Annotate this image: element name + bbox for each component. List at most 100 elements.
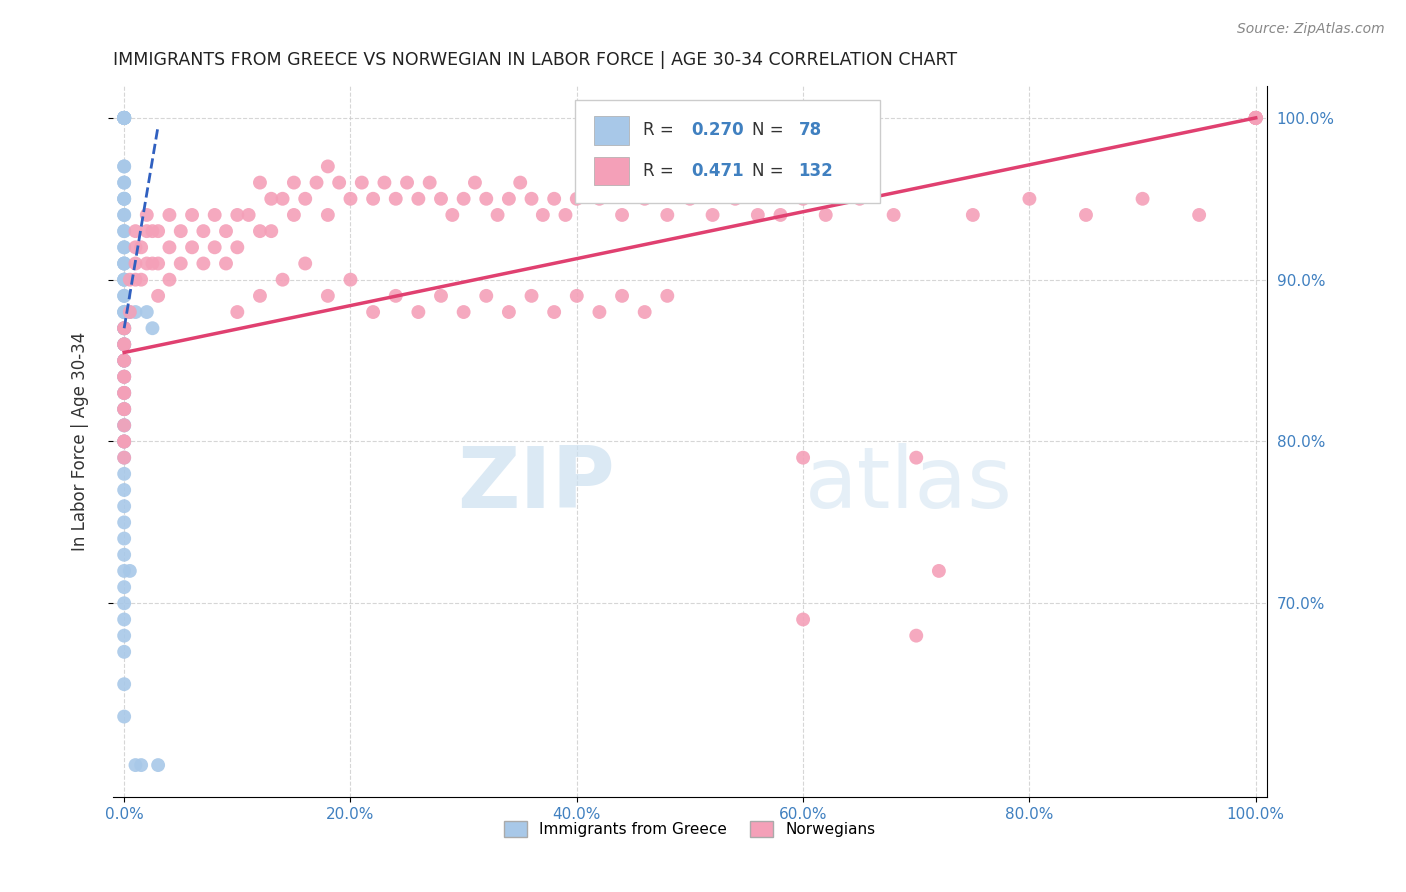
Point bbox=[565, 289, 588, 303]
Point bbox=[1244, 111, 1267, 125]
Point bbox=[543, 305, 565, 319]
Point bbox=[112, 418, 135, 433]
Point bbox=[361, 305, 384, 319]
Point bbox=[112, 273, 135, 287]
Text: Source: ZipAtlas.com: Source: ZipAtlas.com bbox=[1237, 22, 1385, 37]
Point bbox=[112, 369, 135, 384]
Point bbox=[124, 273, 146, 287]
Point bbox=[905, 450, 928, 465]
Point bbox=[396, 176, 419, 190]
Point bbox=[204, 240, 226, 254]
Point bbox=[112, 192, 135, 206]
Point bbox=[430, 289, 453, 303]
Point bbox=[112, 402, 135, 417]
Point bbox=[112, 386, 135, 401]
Point bbox=[565, 192, 588, 206]
Point bbox=[112, 321, 135, 335]
Point bbox=[657, 289, 679, 303]
Point bbox=[1188, 208, 1211, 222]
Y-axis label: In Labor Force | Age 30-34: In Labor Force | Age 30-34 bbox=[72, 332, 89, 551]
Point bbox=[112, 192, 135, 206]
Point bbox=[226, 208, 249, 222]
Point bbox=[204, 208, 226, 222]
Point bbox=[112, 709, 135, 723]
Point bbox=[118, 564, 141, 578]
Point bbox=[112, 240, 135, 254]
Point bbox=[112, 353, 135, 368]
Point bbox=[112, 386, 135, 401]
Point bbox=[112, 612, 135, 626]
Point bbox=[283, 208, 305, 222]
Point bbox=[129, 240, 152, 254]
Point bbox=[112, 224, 135, 238]
Point bbox=[112, 111, 135, 125]
Legend: Immigrants from Greece, Norwegians: Immigrants from Greece, Norwegians bbox=[498, 815, 882, 843]
Point bbox=[361, 192, 384, 206]
Point bbox=[112, 256, 135, 270]
Point bbox=[112, 321, 135, 335]
Point bbox=[226, 240, 249, 254]
Point bbox=[588, 192, 610, 206]
Point bbox=[129, 273, 152, 287]
Point bbox=[249, 289, 271, 303]
Point bbox=[112, 450, 135, 465]
Point bbox=[112, 111, 135, 125]
Point bbox=[1244, 111, 1267, 125]
Point bbox=[316, 208, 339, 222]
Point bbox=[141, 321, 163, 335]
Point bbox=[118, 273, 141, 287]
Point bbox=[271, 273, 294, 287]
Point bbox=[226, 305, 249, 319]
Point bbox=[430, 192, 453, 206]
Point bbox=[112, 337, 135, 351]
Point bbox=[634, 192, 657, 206]
Point bbox=[520, 192, 543, 206]
Point bbox=[112, 402, 135, 417]
Point bbox=[112, 434, 135, 449]
Point bbox=[112, 483, 135, 497]
Point bbox=[1244, 111, 1267, 125]
Point bbox=[124, 305, 146, 319]
Point bbox=[112, 208, 135, 222]
Point bbox=[1074, 208, 1097, 222]
Point bbox=[112, 418, 135, 433]
Point bbox=[124, 224, 146, 238]
Point bbox=[112, 111, 135, 125]
Text: 132: 132 bbox=[799, 162, 834, 180]
Point bbox=[112, 353, 135, 368]
Point bbox=[1244, 111, 1267, 125]
Point bbox=[792, 192, 814, 206]
Point bbox=[408, 305, 430, 319]
Point bbox=[1244, 111, 1267, 125]
Point bbox=[294, 256, 316, 270]
Point bbox=[193, 224, 215, 238]
Point bbox=[129, 758, 152, 772]
Point bbox=[112, 305, 135, 319]
Point bbox=[124, 758, 146, 772]
Point bbox=[1244, 111, 1267, 125]
Point bbox=[112, 337, 135, 351]
Point bbox=[883, 208, 905, 222]
Point bbox=[384, 289, 406, 303]
Point bbox=[112, 353, 135, 368]
Point bbox=[509, 176, 531, 190]
Point bbox=[498, 192, 520, 206]
Point bbox=[112, 369, 135, 384]
Text: N =: N = bbox=[752, 162, 789, 180]
Point bbox=[112, 111, 135, 125]
FancyBboxPatch shape bbox=[575, 100, 880, 203]
Point bbox=[112, 111, 135, 125]
Point bbox=[135, 208, 157, 222]
Point bbox=[657, 208, 679, 222]
Point bbox=[112, 111, 135, 125]
Point bbox=[181, 208, 204, 222]
Point bbox=[419, 176, 441, 190]
Point bbox=[1018, 192, 1040, 206]
Point bbox=[112, 434, 135, 449]
Point bbox=[112, 289, 135, 303]
Point bbox=[260, 224, 283, 238]
Point bbox=[350, 176, 373, 190]
Point bbox=[118, 305, 141, 319]
Point bbox=[112, 629, 135, 643]
Point bbox=[135, 305, 157, 319]
